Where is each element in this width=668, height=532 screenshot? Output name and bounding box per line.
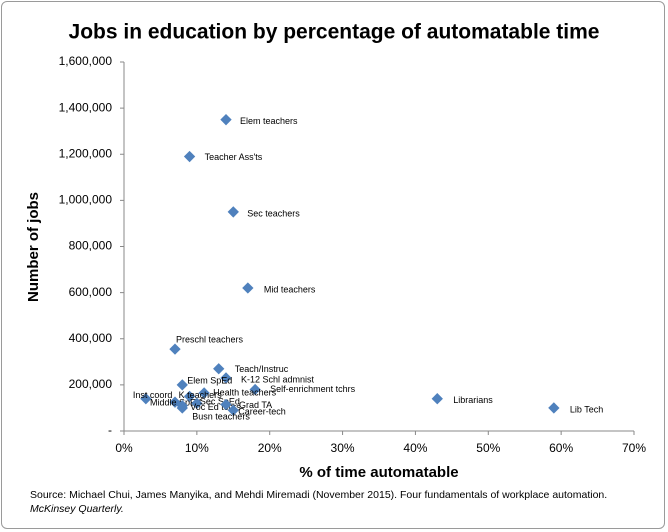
x-tick-label: 20% <box>258 441 282 455</box>
x-tick-label: 40% <box>403 441 427 455</box>
point-label: Librarians <box>453 395 493 405</box>
point-label: Self-enrichment tchrs <box>270 384 356 394</box>
y-tick-label: 1,200,000 <box>59 146 113 160</box>
point-label: Teacher Ass'ts <box>205 152 263 162</box>
point-label: Elem SpEd <box>187 375 232 385</box>
source-journal: McKinsey Quarterly. <box>30 503 124 515</box>
x-tick-label: 50% <box>476 441 500 455</box>
point <box>220 372 232 384</box>
x-tick-label: 0% <box>115 441 133 455</box>
point <box>176 379 188 391</box>
point <box>548 402 560 414</box>
point-label: K-12 Schl admnist <box>241 374 315 384</box>
point <box>242 282 254 294</box>
point-label: Teach/Instruc <box>235 364 289 374</box>
source: Source: Michael Chui, James Manyika, and… <box>30 488 650 516</box>
y-tick-label: 1,000,000 <box>59 193 113 207</box>
point-label: Lib Tech <box>570 404 603 414</box>
y-tick-label: - <box>108 423 112 437</box>
y-tick-label: 800,000 <box>69 239 113 253</box>
point-label: Voc Ed tchrs <box>190 402 241 412</box>
point <box>183 390 196 403</box>
point <box>249 383 261 396</box>
x-tick-label: 60% <box>549 441 573 455</box>
point-label: Grad TA <box>239 400 272 410</box>
y-tick-label: 1,400,000 <box>59 100 113 114</box>
point <box>220 398 232 411</box>
point <box>183 150 196 163</box>
y-tick-label: 400,000 <box>69 331 113 345</box>
point <box>220 113 232 126</box>
point <box>176 402 188 414</box>
point-label: Preschl teachers <box>176 335 244 345</box>
point-label: Busn teachers <box>192 411 250 421</box>
point-label: Inst coord <box>133 390 173 400</box>
y-tick-label: 1,600,000 <box>59 54 113 68</box>
point-label: Health teachers <box>213 387 277 397</box>
point-label: Sec teachers <box>247 208 300 218</box>
point <box>227 404 239 416</box>
point-label: Elem teachers <box>240 116 298 126</box>
point <box>213 363 225 375</box>
point <box>169 343 181 355</box>
point <box>191 397 203 409</box>
point-label: Middle SpEd <box>150 398 201 408</box>
point-label: Sec SpEd <box>200 397 240 407</box>
x-tick-label: 70% <box>622 441 646 455</box>
y-tick-label: 200,000 <box>69 377 113 391</box>
point <box>431 393 443 405</box>
point-label: Mid teachers <box>264 284 316 294</box>
y-tick-label: 600,000 <box>69 285 113 299</box>
point <box>227 206 239 218</box>
point <box>140 393 152 405</box>
point-label: K teachers <box>179 390 223 400</box>
chart-title: Jobs in education by percentage of autom… <box>69 21 600 44</box>
point-label: Career-tech <box>238 407 286 417</box>
x-axis-label: % of time automatable <box>299 464 458 481</box>
source-text: Source: Michael Chui, James Manyika, and… <box>30 489 608 501</box>
x-tick-label: 10% <box>185 441 209 455</box>
y-axis-label: Number of jobs <box>25 192 42 302</box>
x-tick-label: 30% <box>331 441 355 455</box>
point <box>198 387 210 399</box>
